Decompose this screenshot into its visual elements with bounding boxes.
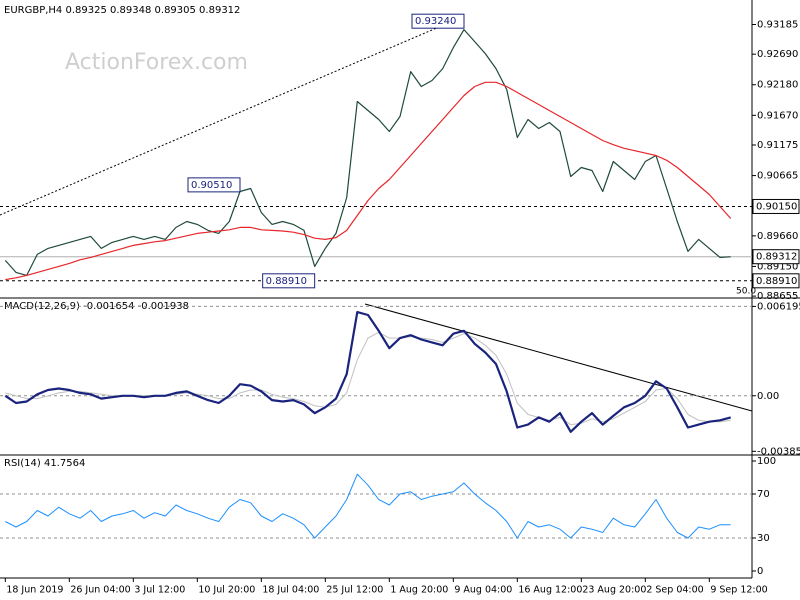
x-tick-label: 10 Jul 20:00: [198, 585, 255, 596]
x-tick-label: 2 Sep 04:00: [646, 585, 703, 596]
trend-line: [0, 17, 461, 216]
y-tick-label: 0.89660: [757, 231, 798, 242]
annotation-box: [411, 13, 465, 29]
annotation-label: 0.88910: [266, 276, 307, 287]
x-tick-label: 9 Aug 04:00: [454, 585, 512, 596]
level-label: 0.89312: [756, 252, 797, 263]
fib-label: 50.0: [736, 287, 756, 297]
y-tick-label: 0.93185: [757, 19, 798, 30]
annotation-box: [262, 273, 316, 289]
level-label: 0.90150: [756, 201, 797, 212]
y-tick-label: 0.92180: [757, 80, 798, 91]
watermark: ActionForex.com: [65, 50, 248, 75]
x-tick-label: 18 Jun 2019: [6, 585, 63, 596]
x-tick-label: 16 Aug 12:00: [518, 585, 582, 596]
level-label-box: [752, 198, 800, 214]
series-line: [4, 311, 731, 433]
trend-line: [364, 303, 753, 412]
y-tick-label: 0.92690: [757, 49, 798, 60]
x-tick-label: 1 Aug 20:00: [390, 585, 448, 596]
y-tick-label: 30: [757, 533, 770, 544]
y-tick-label: 0.91670: [757, 110, 798, 121]
y-tick-label: 0: [757, 566, 763, 577]
series-line: [5, 473, 731, 539]
x-tick-label: 3 Jul 12:00: [134, 585, 185, 596]
level-label-box: [752, 273, 800, 289]
x-tick-label: 18 Jul 04:00: [262, 585, 319, 596]
y-tick-label: 0.91175: [757, 140, 798, 151]
level-label: 0.88910: [756, 276, 797, 287]
y-tick-label: 70: [757, 489, 770, 500]
annotation-label: 0.90510: [191, 180, 232, 191]
y-tick-label: 100: [757, 456, 776, 467]
annotation-box: [187, 177, 241, 193]
y-tick-label: 0.00: [757, 391, 779, 402]
y-tick-label: 0.006195: [757, 301, 800, 312]
level-label-box: [752, 249, 800, 265]
annotation-label: 0.93240: [415, 16, 456, 27]
x-tick-label: 26 Jun 04:00: [70, 585, 130, 596]
x-tick-label: 9 Sep 12:00: [710, 585, 767, 596]
chart-title: EURGBP,H4 0.89325 0.89348 0.89305 0.8931…: [4, 5, 240, 16]
chart-title: RSI(14) 41.7564: [4, 458, 85, 469]
x-tick-label: 23 Aug 20:00: [582, 585, 646, 596]
y-tick-label: 0.89150: [757, 261, 798, 272]
y-tick-label: 0.90665: [757, 171, 798, 182]
x-tick-label: 25 Jul 12:00: [326, 585, 383, 596]
y-tick-label: 0.88655: [757, 291, 798, 302]
series-line: [5, 81, 732, 281]
series-line: [4, 29, 731, 276]
